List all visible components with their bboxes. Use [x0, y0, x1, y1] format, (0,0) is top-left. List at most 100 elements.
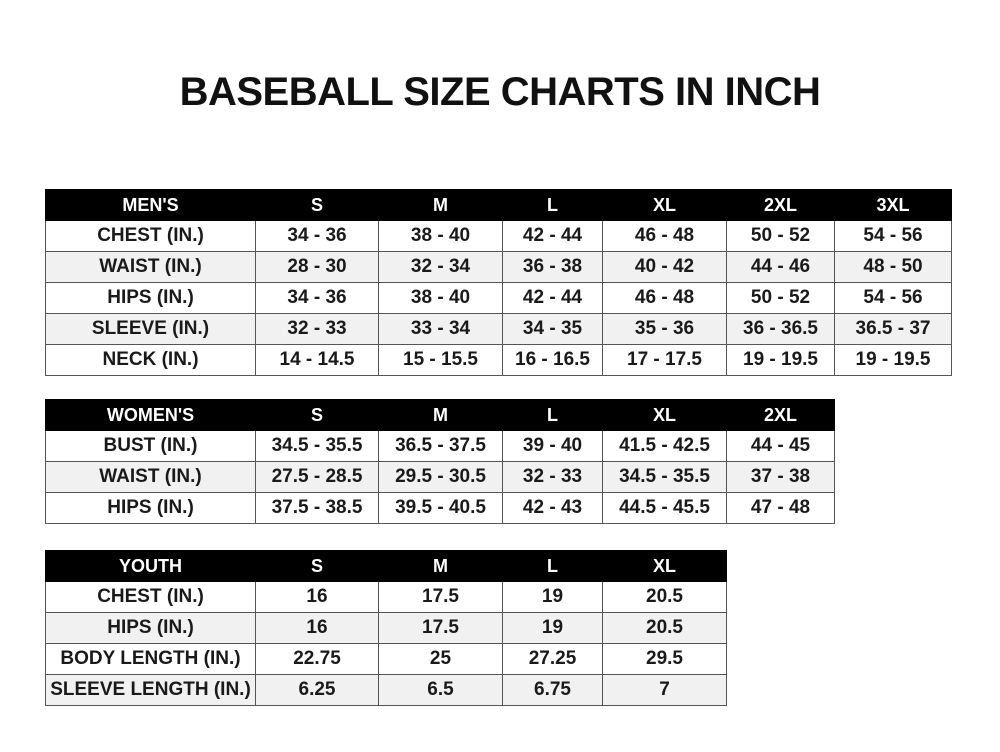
size-value-cell: 19 — [502, 581, 603, 613]
table-row: WAIST (IN.) 28 - 30 32 - 34 36 - 38 40 - 42 4… — [45, 251, 952, 283]
table-row: SLEEVE (IN.) 32 - 33 33 - 34 34 - 35 35 - 36… — [45, 313, 952, 345]
table-row: HIPS (IN.) 34 - 36 38 - 40 42 - 44 46 - 48 50… — [45, 282, 952, 314]
size-column-header: XL — [602, 189, 727, 221]
size-value-cell: 46 - 48 — [602, 282, 727, 314]
size-value-cell: 46 - 48 — [602, 220, 727, 252]
size-value-cell: 7 — [602, 674, 727, 706]
size-value-cell: 36 - 38 — [502, 251, 603, 283]
size-column-header: L — [502, 189, 603, 221]
size-value-cell: 34 - 36 — [255, 282, 379, 314]
size-column-header: XL — [602, 399, 727, 431]
size-value-cell: 39 - 40 — [502, 430, 603, 462]
size-value-cell: 6.5 — [378, 674, 503, 706]
size-value-cell: 50 - 52 — [726, 220, 835, 252]
size-value-cell: 42 - 43 — [502, 492, 603, 524]
size-value-cell: 20.5 — [602, 581, 727, 613]
size-value-cell: 37 - 38 — [726, 461, 835, 493]
size-value-cell: 54 - 56 — [834, 282, 952, 314]
size-value-cell: 44.5 - 45.5 — [602, 492, 727, 524]
size-value-cell: 25 — [378, 643, 503, 675]
measurement-label: SLEEVE LENGTH (IN.) — [45, 674, 256, 706]
size-value-cell: 54 - 56 — [834, 220, 952, 252]
size-value-cell: 44 - 45 — [726, 430, 835, 462]
measurement-label: SLEEVE (IN.) — [45, 313, 256, 345]
measurement-label: BODY LENGTH (IN.) — [45, 643, 256, 675]
measurement-label: CHEST (IN.) — [45, 220, 256, 252]
measurement-label: BUST (IN.) — [45, 430, 256, 462]
size-value-cell: 36.5 - 37 — [834, 313, 952, 345]
size-column-header: M — [378, 399, 503, 431]
size-value-cell: 47 - 48 — [726, 492, 835, 524]
size-value-cell: 27.5 - 28.5 — [255, 461, 379, 493]
size-value-cell: 34 - 36 — [255, 220, 379, 252]
size-value-cell: 17.5 — [378, 581, 503, 613]
size-value-cell: 38 - 40 — [378, 282, 503, 314]
size-value-cell: 29.5 — [602, 643, 727, 675]
size-value-cell: 36.5 - 37.5 — [378, 430, 503, 462]
size-value-cell: 6.25 — [255, 674, 379, 706]
table-row: HIPS (IN.) 37.5 - 38.5 39.5 - 40.5 42 - 43 4… — [45, 492, 835, 524]
size-value-cell: 48 - 50 — [834, 251, 952, 283]
size-value-cell: 22.75 — [255, 643, 379, 675]
size-value-cell: 19 - 19.5 — [726, 344, 835, 376]
size-value-cell: 38 - 40 — [378, 220, 503, 252]
size-value-cell: 19 — [502, 612, 603, 644]
youth-size-table: YOUTH S M L XL CHEST (IN.) 16 17.5 19 20.5 HIPS (I… — [45, 550, 727, 706]
size-value-cell: 34.5 - 35.5 — [255, 430, 379, 462]
size-value-cell: 33 - 34 — [378, 313, 503, 345]
size-column-header: S — [255, 189, 379, 221]
size-value-cell: 17 - 17.5 — [602, 344, 727, 376]
size-value-cell: 34.5 - 35.5 — [602, 461, 727, 493]
size-value-cell: 41.5 - 42.5 — [602, 430, 727, 462]
table-category-header: MEN'S — [45, 189, 256, 221]
size-value-cell: 6.75 — [502, 674, 603, 706]
table-category-header: YOUTH — [45, 550, 256, 582]
size-value-cell: 32 - 33 — [502, 461, 603, 493]
page-title: BASEBALL SIZE CHARTS IN INCH — [179, 70, 821, 114]
size-column-header: M — [378, 550, 503, 582]
size-value-cell: 29.5 - 30.5 — [378, 461, 503, 493]
size-column-header: XL — [602, 550, 727, 582]
table-row: BUST (IN.) 34.5 - 35.5 36.5 - 37.5 39 - 40 4… — [45, 430, 835, 462]
measurement-label: WAIST (IN.) — [45, 251, 256, 283]
size-value-cell: 20.5 — [602, 612, 727, 644]
size-value-cell: 36 - 36.5 — [726, 313, 835, 345]
size-column-header: M — [378, 189, 503, 221]
measurement-label: HIPS (IN.) — [45, 492, 256, 524]
header-row: WOMEN'S S M L XL 2XL — [45, 399, 835, 431]
size-value-cell: 16 - 16.5 — [502, 344, 603, 376]
measurement-label: WAIST (IN.) — [45, 461, 256, 493]
size-column-header: 2XL — [726, 399, 835, 431]
size-column-header: 2XL — [726, 189, 835, 221]
size-value-cell: 28 - 30 — [255, 251, 379, 283]
size-column-header: S — [255, 399, 379, 431]
size-value-cell: 14 - 14.5 — [255, 344, 379, 376]
table-row: CHEST (IN.) 16 17.5 19 20.5 — [45, 581, 727, 613]
size-value-cell: 37.5 - 38.5 — [255, 492, 379, 524]
mens-size-table: MEN'S S M L XL 2XL 3XL CHEST (IN.) 34 - 36 38 - 4… — [45, 189, 952, 376]
size-value-cell: 35 - 36 — [602, 313, 727, 345]
table-row: BODY LENGTH (IN.) 22.75 25 27.25 29.5 — [45, 643, 727, 675]
measurement-label: HIPS (IN.) — [45, 282, 256, 314]
size-column-header: 3XL — [834, 189, 952, 221]
womens-size-table: WOMEN'S S M L XL 2XL BUST (IN.) 34.5 - 35.5 36.5… — [45, 399, 835, 524]
size-value-cell: 15 - 15.5 — [378, 344, 503, 376]
size-value-cell: 17.5 — [378, 612, 503, 644]
measurement-label: HIPS (IN.) — [45, 612, 256, 644]
size-column-header: S — [255, 550, 379, 582]
size-value-cell: 32 - 34 — [378, 251, 503, 283]
table-row: HIPS (IN.) 16 17.5 19 20.5 — [45, 612, 727, 644]
table-category-header: WOMEN'S — [45, 399, 256, 431]
size-value-cell: 42 - 44 — [502, 282, 603, 314]
size-value-cell: 50 - 52 — [726, 282, 835, 314]
size-value-cell: 34 - 35 — [502, 313, 603, 345]
size-column-header: L — [502, 550, 603, 582]
size-value-cell: 16 — [255, 581, 379, 613]
measurement-label: NECK (IN.) — [45, 344, 256, 376]
measurement-label: CHEST (IN.) — [45, 581, 256, 613]
table-row: WAIST (IN.) 27.5 - 28.5 29.5 - 30.5 32 - 33… — [45, 461, 835, 493]
size-column-header: L — [502, 399, 603, 431]
table-row: CHEST (IN.) 34 - 36 38 - 40 42 - 44 46 - 48 5… — [45, 220, 952, 252]
table-row: NECK (IN.) 14 - 14.5 15 - 15.5 16 - 16.5 17 … — [45, 344, 952, 376]
size-value-cell: 39.5 - 40.5 — [378, 492, 503, 524]
